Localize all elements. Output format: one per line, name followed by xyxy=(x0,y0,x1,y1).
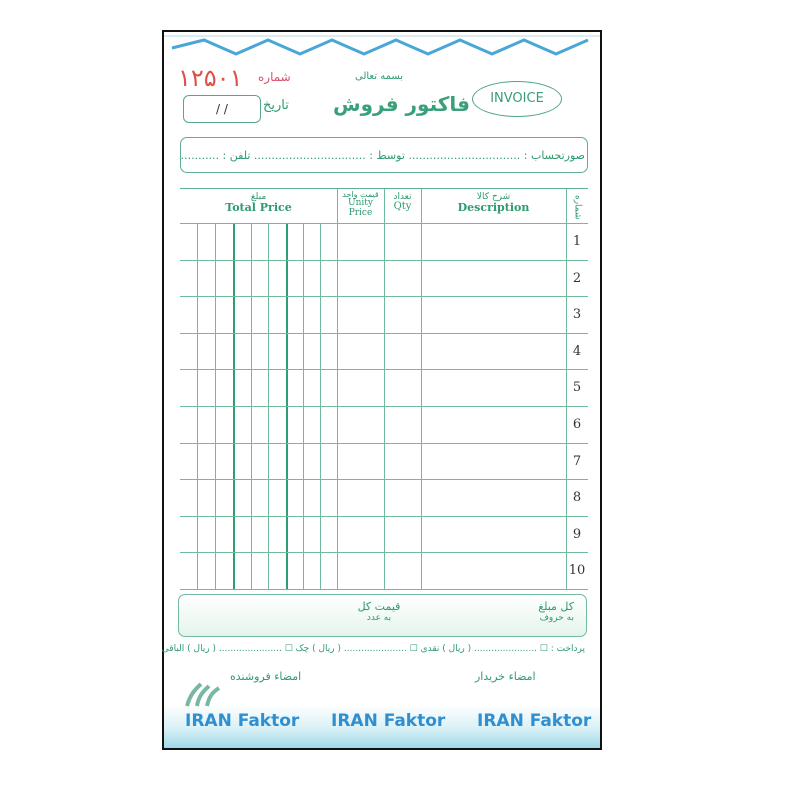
header-unit-price-fa: قیمت واحد xyxy=(342,190,379,199)
table-row xyxy=(180,296,588,298)
column-divider xyxy=(421,189,422,589)
row-number: 3 xyxy=(572,307,582,323)
table-row xyxy=(180,515,588,517)
row-number: 2 xyxy=(572,270,582,286)
table-row xyxy=(180,442,588,444)
total-in-words-label: کل مبلغ xyxy=(538,600,574,613)
header-description: Description xyxy=(457,201,530,215)
row-number: 9 xyxy=(572,526,582,542)
header-description-fa: شرح کالا xyxy=(476,192,511,202)
table-row xyxy=(180,332,588,334)
subtitle: بسمه تعالی xyxy=(355,71,404,82)
seller-signature-label: امضاء فروشنده xyxy=(230,670,302,683)
brand-logo: IRAN Faktor xyxy=(331,711,446,731)
row-number: 8 xyxy=(572,490,582,506)
header-qty-fa: تعداد xyxy=(393,192,412,202)
row-number: 4 xyxy=(572,343,582,359)
row-number: 10 xyxy=(568,563,586,579)
buyer-signature-label: امضاء خریدار xyxy=(475,670,536,683)
column-divider xyxy=(384,189,385,589)
header-qty: Qty xyxy=(393,201,412,213)
row-number: 1 xyxy=(572,234,582,249)
row-number: 6 xyxy=(572,417,582,432)
row-number: 5 xyxy=(572,380,582,396)
decorative-border xyxy=(164,35,600,56)
header-total-fa: مبلغ xyxy=(250,192,267,202)
serial-number: ۱۲۵۰۱ xyxy=(178,64,243,92)
table-row xyxy=(180,552,588,554)
table-row xyxy=(180,259,588,261)
date-field[interactable]: / / xyxy=(183,95,261,123)
column-divider xyxy=(337,189,338,589)
items-table: شماره شرح کالا Description تعداد Qty قیمت … xyxy=(180,188,588,590)
total-in-numbers-sub: به عدد xyxy=(366,613,392,623)
customer-info-field[interactable]: صورتحساب : .............................… xyxy=(180,137,588,173)
table-row xyxy=(180,589,588,590)
header-unit-price: Unity Price xyxy=(348,198,373,218)
header-divider xyxy=(180,223,588,224)
column-divider xyxy=(566,189,567,589)
date-label: تاریخ xyxy=(263,98,289,113)
header-number: شماره xyxy=(572,195,583,220)
stamp-icon xyxy=(185,682,221,707)
header-total-price: Total Price xyxy=(225,201,292,215)
total-box: کل مبلغ به حروف قیمت کل به عدد xyxy=(178,594,587,637)
serial-label: شماره xyxy=(258,70,291,84)
total-in-numbers-label: قیمت کل xyxy=(357,600,401,613)
table-row xyxy=(180,369,588,371)
payment-line[interactable]: پرداخت : ☐ ...................... ( ریال… xyxy=(161,644,585,654)
invoice-badge: INVOICE xyxy=(472,81,562,117)
table-row xyxy=(180,479,588,481)
brand-logo: IRAN Faktor xyxy=(185,711,300,731)
table-row xyxy=(180,406,588,407)
footer-band xyxy=(164,705,600,748)
row-number: 7 xyxy=(572,453,582,469)
total-in-words-sub: به حروف xyxy=(539,613,574,623)
page-title: فاکتور فروش xyxy=(333,92,470,116)
brand-logo: IRAN Faktor xyxy=(477,711,592,731)
